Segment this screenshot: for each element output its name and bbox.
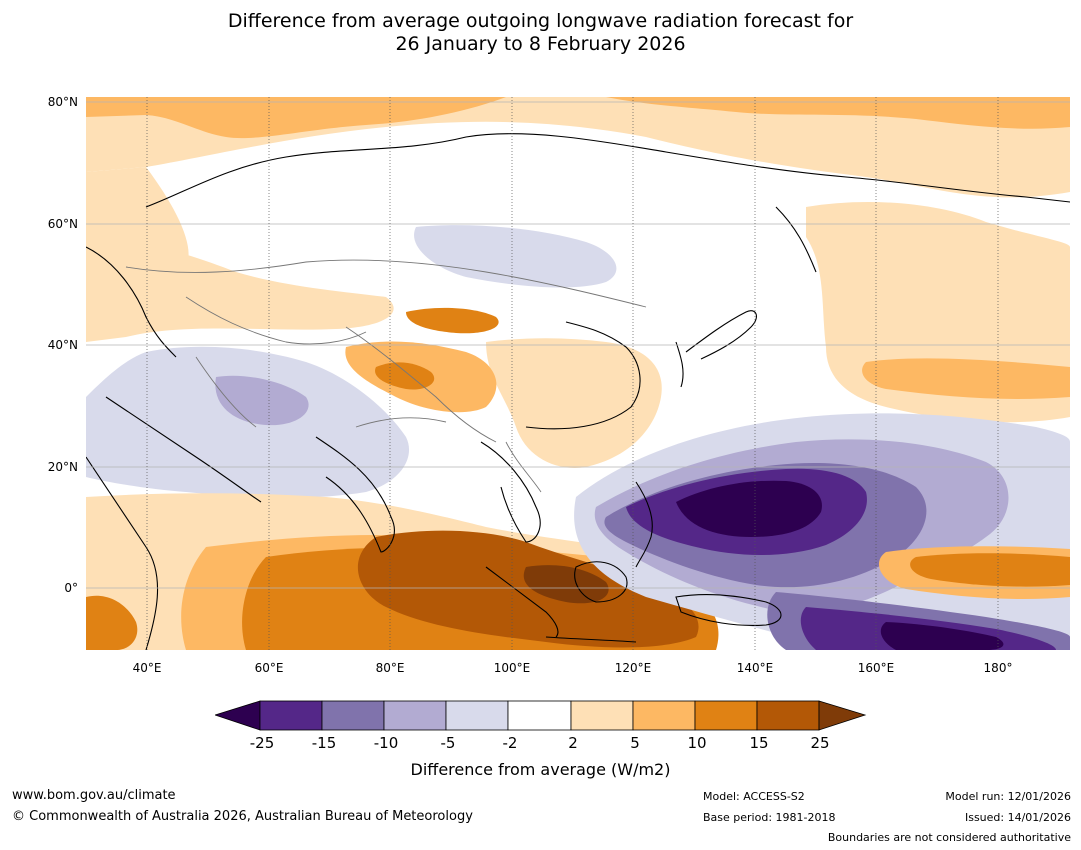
lat-label-0: 0°	[64, 581, 78, 595]
chart-title: Difference from average outgoing longwav…	[0, 10, 1081, 56]
anomaly-region-caspian-light	[86, 244, 394, 342]
title-line-1: Difference from average outgoing longwav…	[227, 10, 854, 32]
anomaly-region-tibet-orange	[406, 307, 499, 334]
colorbar-segment-15-to-25	[756, 700, 820, 731]
coastline-arabia	[105, 396, 262, 503]
model-run-date: Model run: 12/01/2026	[945, 790, 1071, 803]
lat-label-60N: 60°N	[47, 217, 78, 231]
anomaly-region-mongolia-lilac	[414, 225, 617, 288]
lon-label-40E: 40°E	[132, 661, 162, 675]
colorbar-segment-minus-10-to-minus-5	[383, 700, 447, 731]
colorbar-segment-10-to-15	[694, 700, 758, 731]
colorbar-segment-above-25	[818, 700, 867, 731]
lon-label-80E: 80°E	[375, 661, 405, 675]
coastlines	[86, 133, 1070, 650]
coastline-china	[525, 321, 641, 430]
issued-date: Issued: 14/01/2026	[964, 811, 1071, 824]
country-borders	[125, 259, 647, 493]
lat-label-80N: 80°N	[47, 95, 78, 109]
anomaly-region-china-light	[486, 338, 662, 468]
colorbar-segment-5-to-10	[632, 700, 696, 731]
colorbar-tick-10: 10	[687, 734, 707, 752]
colorbar-segment-2-to-5	[570, 700, 634, 731]
colorbar-tick-minus-2: -2	[502, 734, 518, 752]
colorbar-segment-minus-5-to-minus-2	[445, 700, 509, 731]
colorbar-segment-minus-15-to-minus-10	[321, 700, 385, 731]
anomaly-region-arctic-orange-east	[606, 97, 1070, 129]
boundaries-disclaimer: Boundaries are not considered authoritat…	[827, 831, 1071, 844]
border-central-asia	[185, 296, 367, 345]
website-link[interactable]: www.bom.gov.au/climate	[12, 788, 176, 803]
title-line-2: 26 January to 8 February 2026	[395, 33, 686, 55]
colorbar-segment-below-minus-25	[215, 700, 261, 731]
anomaly-region-pacific-orange	[862, 358, 1070, 400]
colorbar-label: Difference from average (W/m2)	[410, 760, 671, 779]
coastline-new-guinea	[675, 594, 782, 626]
model-name: Model: ACCESS-S2	[703, 790, 805, 803]
border-russia-south	[125, 259, 647, 308]
anomaly-region-eq-pacific-dark	[910, 553, 1070, 587]
border-china-west	[345, 326, 497, 443]
colorbar-tick-2: 2	[568, 734, 578, 752]
coastline-java	[545, 636, 637, 643]
anomaly-region-indonesia-core	[523, 565, 609, 604]
colorbar	[215, 700, 867, 731]
coastline-europe	[86, 246, 177, 358]
coastline-africa	[86, 456, 159, 650]
lon-label-120E: 120°E	[614, 661, 652, 675]
lon-label-160E: 160°E	[857, 661, 895, 675]
border-india-china	[355, 417, 447, 428]
coastline-arctic	[145, 133, 1070, 208]
colorbar-tick-minus-5: -5	[440, 734, 456, 752]
graticule-meridians	[146, 97, 999, 650]
lon-label-100E: 100°E	[493, 661, 531, 675]
anomaly-region-arctic-orange	[86, 97, 506, 139]
colorbar-tick-15: 15	[749, 734, 769, 752]
map-canvas	[86, 97, 1070, 650]
colorbar-segment-minus-2-to-2	[507, 700, 572, 731]
coastline-kamchatka	[775, 206, 817, 273]
coastline-philippines	[635, 481, 653, 568]
lon-label-140E: 140°E	[736, 661, 774, 675]
colorbar-segment-minus-25-to-minus-15	[259, 700, 323, 731]
anomaly-region-iran-lilac	[215, 375, 309, 426]
anomaly-region-wpac-core	[676, 480, 822, 537]
coastline-korea	[675, 341, 684, 388]
copyright-text: © Commonwealth of Australia 2026, Austra…	[12, 809, 473, 824]
colorbar-tick-25: 25	[810, 734, 830, 752]
base-period: Base period: 1981-2018	[703, 811, 836, 824]
coastline-sumatra	[485, 566, 559, 638]
lon-label-180: 180°	[983, 661, 1013, 675]
colorbar-tick-minus-25: -25	[249, 734, 275, 752]
colorbar-tick-minus-15: -15	[311, 734, 337, 752]
anomaly-region-indonesia-brown	[357, 530, 699, 648]
graticule-parallels	[86, 101, 1070, 589]
coastline-india	[315, 436, 395, 553]
anomaly-region-spcz-core	[880, 622, 1004, 650]
olr-anomaly-map	[86, 97, 1070, 650]
colorbar-tick-minus-10: -10	[373, 734, 399, 752]
colorbar-tick-5: 5	[630, 734, 640, 752]
lon-label-60E: 60°E	[254, 661, 284, 675]
lat-label-40N: 40°N	[47, 338, 78, 352]
border-iran	[195, 356, 257, 428]
anomaly-region-africa-orange	[86, 595, 138, 650]
anomaly-region-central-asia-lilac	[86, 346, 410, 498]
border-se-asia	[505, 441, 542, 493]
lat-label-20N: 20°N	[47, 460, 78, 474]
coastline-se-asia	[480, 441, 541, 543]
